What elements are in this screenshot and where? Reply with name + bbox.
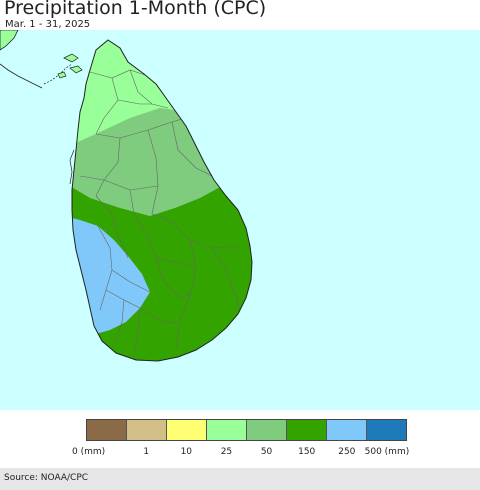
legend-label: 50 bbox=[260, 447, 273, 457]
sri-lanka-coastline bbox=[71, 39, 253, 362]
legend-swatch bbox=[127, 420, 167, 440]
map-title: Precipitation 1-Month (CPC) bbox=[4, 0, 267, 19]
legend-swatch bbox=[287, 420, 327, 440]
source-text: Source: NOAA/CPC bbox=[4, 473, 89, 483]
legend-swatch bbox=[167, 420, 207, 440]
legend-label: 25 bbox=[220, 447, 233, 457]
legend-labels: 0 (mm) 1 10 25 50 150 250 500 (mm) bbox=[0, 447, 480, 461]
legend-label: 10 bbox=[180, 447, 193, 457]
india-coast-line bbox=[0, 63, 43, 89]
legend-swatch bbox=[327, 420, 367, 440]
legend-label: 500 (mm) bbox=[364, 447, 410, 457]
legend-label: 1 bbox=[143, 447, 150, 457]
legend-color-bar bbox=[86, 419, 407, 441]
date-range: Mar. 1 - 31, 2025 bbox=[5, 19, 91, 30]
india-landmass bbox=[0, 30, 19, 51]
footer: Source: NOAA/CPC bbox=[0, 468, 480, 490]
district-borders bbox=[79, 69, 241, 357]
legend-label: 250 bbox=[338, 447, 356, 457]
legend-swatch bbox=[87, 420, 127, 440]
legend-swatch bbox=[247, 420, 287, 440]
northern-islands bbox=[57, 53, 83, 79]
legend-swatch bbox=[207, 420, 247, 440]
western-lagoon bbox=[69, 149, 75, 185]
precipitation-map bbox=[0, 30, 480, 410]
legend-swatch bbox=[367, 420, 406, 440]
legend-label: 0 (mm) bbox=[72, 447, 106, 457]
legend-label: 150 bbox=[298, 447, 316, 457]
